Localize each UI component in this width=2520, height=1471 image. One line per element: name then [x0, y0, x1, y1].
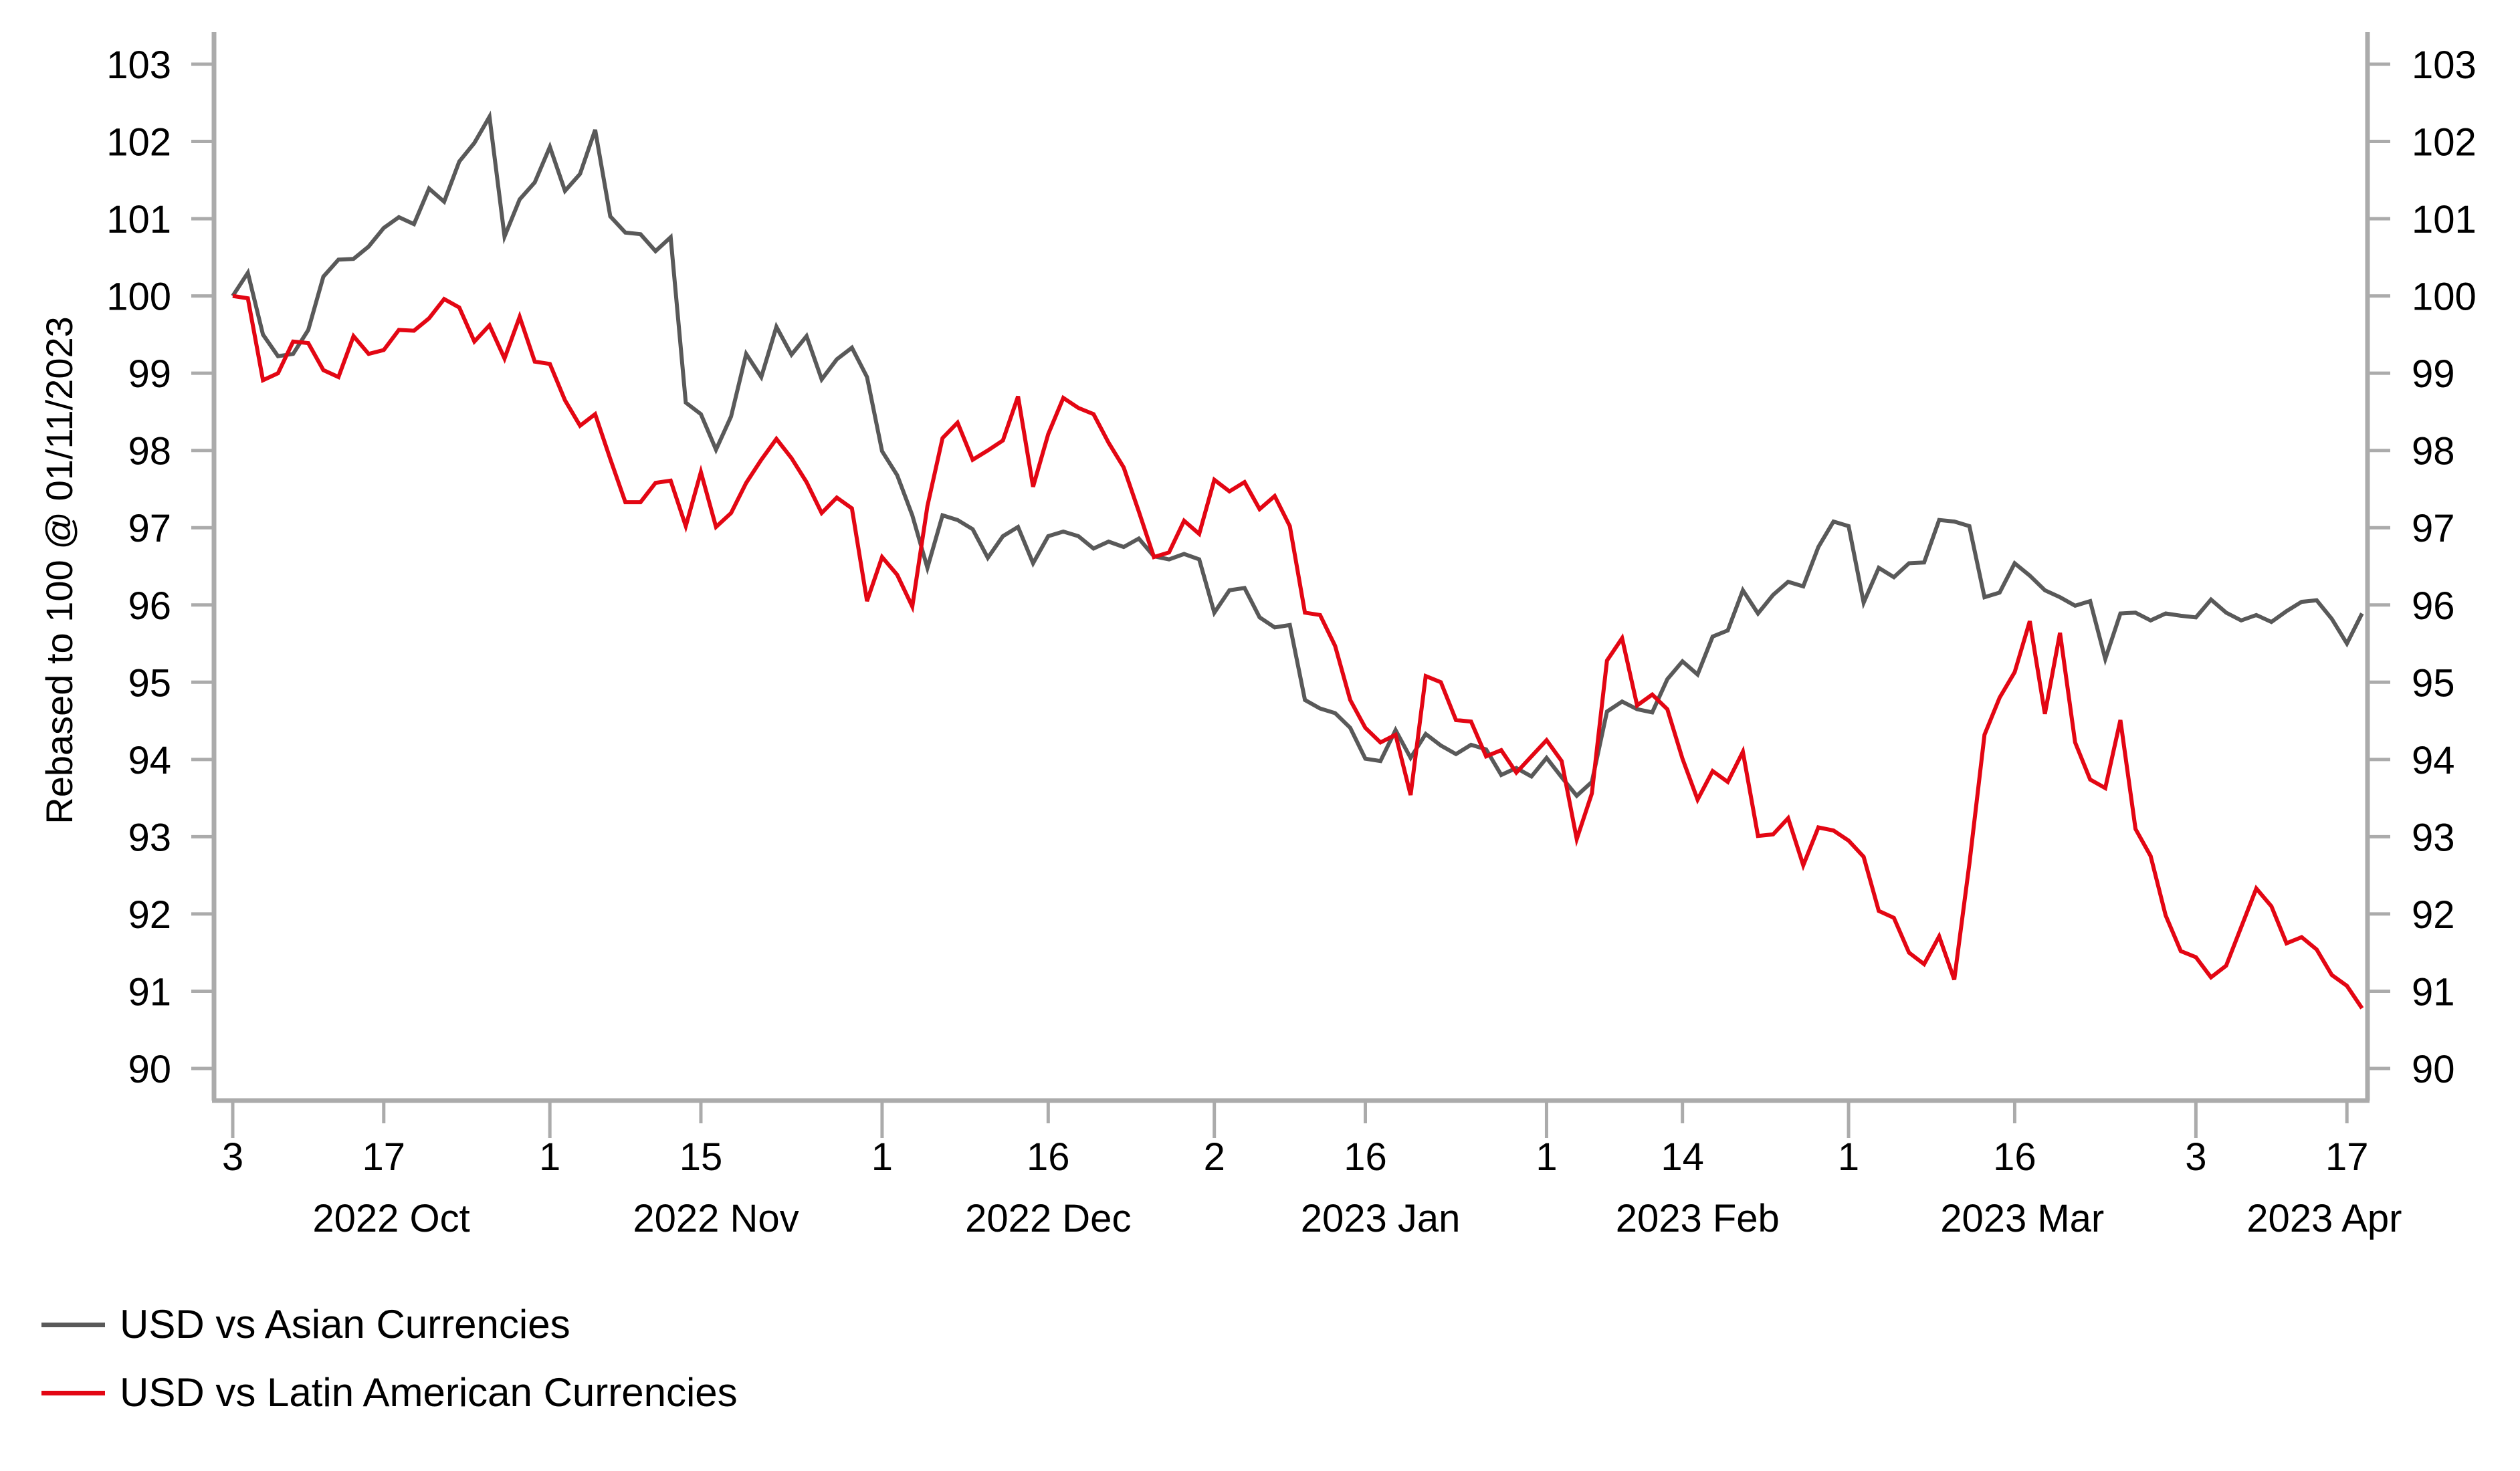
x-tick-label: 2	[1204, 1135, 1225, 1179]
x-tick-label: 1	[1838, 1135, 1859, 1179]
y-tick-label-left: 93	[128, 816, 171, 859]
x-tick-label: 1	[871, 1135, 893, 1179]
x-tick-label: 16	[1027, 1135, 1070, 1179]
series-line-latam	[232, 294, 2364, 1010]
right-y-axis: 103 102 101 100 99 98 97 96 95 94 93 92 91 90	[2365, 32, 2477, 1101]
legend-swatch-latam	[41, 1390, 105, 1395]
series-points-latam	[231, 294, 2364, 1010]
y-tick-label-right: 91	[2412, 970, 2455, 1014]
x-month-label: 2023 Feb	[1616, 1197, 1780, 1240]
y-tick-label-right: 97	[2412, 507, 2455, 550]
y-tick-label-right: 102	[2412, 121, 2477, 164]
x-month-label: 2023 Jan	[1301, 1197, 1461, 1240]
series-points-asian	[231, 115, 2364, 798]
y-tick-label-left: 101	[106, 198, 171, 241]
series-line-asian	[231, 110, 2364, 799]
x-tick-label: 14	[1661, 1135, 1704, 1179]
y-tick-label-right: 103	[2412, 43, 2477, 87]
y-tick-label-left: 99	[128, 352, 171, 396]
y-tick-label-right: 100	[2412, 275, 2477, 319]
y-tick-label-right: 95	[2412, 661, 2455, 705]
legend-label-latam: USD vs Latin American Currencies	[120, 1370, 738, 1415]
y-tick-label-left: 90	[128, 1048, 171, 1091]
x-tick-label: 17	[2325, 1135, 2369, 1179]
x-tick-label: 1	[1536, 1135, 1557, 1179]
left-y-axis: 103 102 101 100 99 98 97 96 95 94 93 92 91 90	[106, 32, 217, 1101]
x-tick-label: 16	[1993, 1135, 2036, 1179]
x-month-label: 2022 Nov	[633, 1197, 799, 1240]
x-month-label: 2022 Dec	[965, 1197, 1131, 1240]
x-month-label: 2023 Mar	[1940, 1197, 2104, 1240]
x-tick-label: 16	[1344, 1135, 1387, 1179]
y-tick-label-left: 95	[128, 661, 171, 705]
y-tick-label-right: 96	[2412, 584, 2455, 628]
x-month-label: 2022 Oct	[312, 1197, 469, 1240]
legend-label-asian: USD vs Asian Currencies	[120, 1302, 570, 1347]
x-tick-label: 17	[362, 1135, 406, 1179]
y-tick-label-left: 92	[128, 893, 171, 937]
legend-item-latam: USD vs Latin American Currencies	[41, 1359, 738, 1427]
y-tick-label-right: 94	[2412, 739, 2455, 782]
legend-item-asian: USD vs Asian Currencies	[41, 1290, 738, 1359]
y-tick-label-left: 94	[128, 739, 171, 782]
y-tick-label-right: 92	[2412, 893, 2455, 937]
x-month-label: 2023 Apr	[2246, 1197, 2402, 1240]
y-tick-label-left: 98	[128, 430, 171, 473]
y-tick-label-left: 96	[128, 584, 171, 628]
x-axis: 3 17 1 15 1 16 2 16 1 14 1 16 3 17 2022 Oct 2022 Nov 202…	[212, 1098, 2402, 1240]
legend: USD vs Asian Currencies USD vs Latin Ame…	[41, 1290, 738, 1427]
y-tick-label-right: 99	[2412, 352, 2455, 396]
y-tick-label-left: 97	[128, 507, 171, 550]
x-tick-label: 1	[539, 1135, 560, 1179]
y-tick-label-right: 98	[2412, 430, 2455, 473]
y-tick-label-right: 93	[2412, 816, 2455, 859]
x-tick-label: 3	[2185, 1135, 2206, 1179]
x-tick-label: 15	[679, 1135, 723, 1179]
y-tick-label-left: 100	[106, 275, 171, 319]
y-axis-title: Rebased to 100 @ 01/11/2023	[38, 316, 80, 824]
x-tick-label: 3	[222, 1135, 243, 1179]
y-tick-label-left: 102	[106, 121, 171, 164]
y-tick-label-left: 103	[106, 43, 171, 87]
y-tick-label-right: 90	[2412, 1048, 2455, 1091]
y-tick-label-left: 91	[128, 970, 171, 1014]
y-tick-label-right: 101	[2412, 198, 2477, 241]
series-layer	[231, 110, 2364, 1010]
legend-swatch-asian	[41, 1322, 105, 1327]
